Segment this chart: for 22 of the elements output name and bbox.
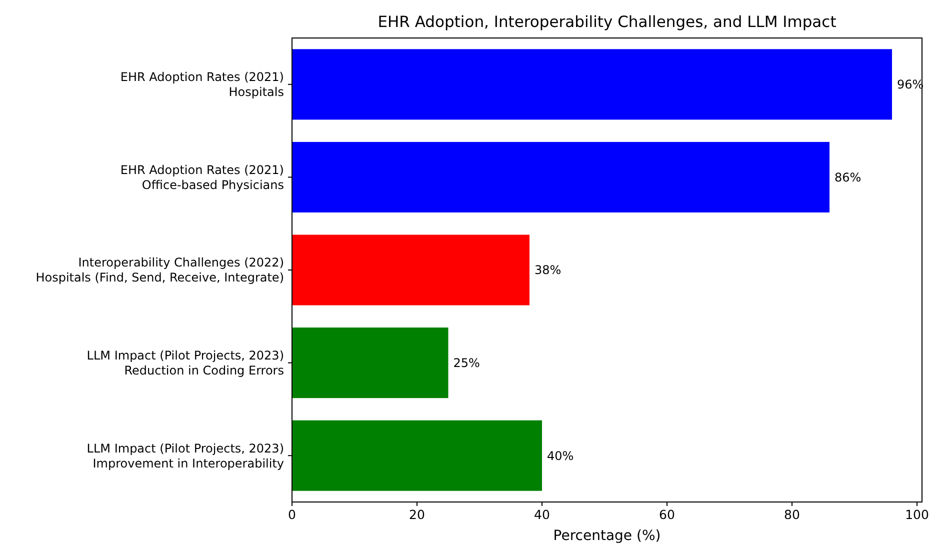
data-label: 38% <box>534 263 562 278</box>
y-tick-label: EHR Adoption Rates (2021) Office-based Physicians <box>120 162 284 192</box>
bar <box>292 234 530 306</box>
bar <box>292 328 448 398</box>
x-tick-label: 80 <box>784 507 800 522</box>
chart-title: EHR Adoption, Interoperability Challenges, and LLM Impact <box>378 13 836 31</box>
x-tick-label: 40 <box>534 507 550 522</box>
y-tick-label: EHR Adoption Rates (2021) Hospitals <box>120 70 284 100</box>
data-label: 25% <box>453 356 480 370</box>
data-label: 86% <box>834 170 862 184</box>
data-label: 40% <box>547 448 574 463</box>
x-tick-label: 100 <box>905 507 929 522</box>
y-tick-label: LLM Impact (Pilot Projects, 2023) Reduction in Coding Errors <box>86 348 284 378</box>
x-tick-label: 20 <box>409 507 425 522</box>
bar <box>292 420 542 491</box>
bar <box>292 49 892 120</box>
x-tick-label: 60 <box>659 507 675 522</box>
bar <box>292 142 830 212</box>
x-tick-label: 0 <box>288 507 296 522</box>
x-axis-title: Percentage (%) <box>553 528 661 544</box>
y-tick-label: Interoperability Challenges (2022) Hospitals (Find, Send, Receive, Integrate) <box>36 256 284 285</box>
y-tick-label: LLM Impact (Pilot Projects, 2023) Improvement in Interoperability <box>86 441 284 470</box>
